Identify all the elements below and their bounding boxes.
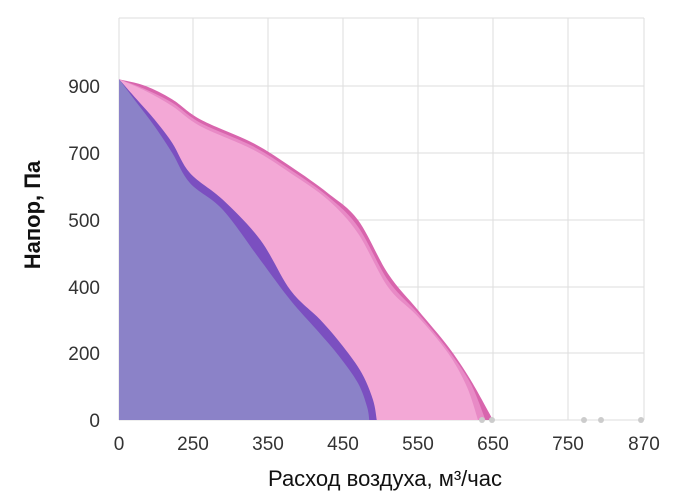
curve-areas bbox=[119, 79, 493, 421]
y-tick-label: 900 bbox=[68, 77, 100, 98]
x-tick-label: 350 bbox=[252, 434, 284, 455]
y-tick-label: 500 bbox=[68, 211, 100, 232]
curve-area-5 bbox=[119, 79, 370, 421]
y-tick-label: 0 bbox=[89, 411, 100, 432]
axis-end-dot bbox=[489, 417, 495, 423]
y-tick-label: 200 bbox=[68, 344, 100, 365]
x-tick-label: 550 bbox=[402, 434, 434, 455]
y-tick-labels: 0 200 400 500 700 900 bbox=[68, 77, 100, 432]
y-axis-title: Напор, Па bbox=[20, 160, 45, 269]
x-tick-labels: 0 250 350 450 550 650 750 870 bbox=[114, 434, 660, 455]
x-tick-label: 650 bbox=[477, 434, 509, 455]
x-tick-label: 0 bbox=[114, 434, 125, 455]
x-tick-label: 870 bbox=[628, 434, 660, 455]
axis-end-dots bbox=[479, 417, 644, 423]
x-tick-label: 750 bbox=[552, 434, 584, 455]
y-tick-label: 400 bbox=[68, 278, 100, 299]
axis-end-dot bbox=[581, 417, 587, 423]
x-tick-label: 450 bbox=[327, 434, 359, 455]
y-tick-label: 700 bbox=[68, 144, 100, 165]
axis-end-dot bbox=[598, 417, 604, 423]
axis-end-dot bbox=[638, 417, 644, 423]
axis-end-dot bbox=[479, 417, 485, 423]
x-axis-title: Расход воздуха, м³/час bbox=[268, 466, 502, 491]
x-tick-label: 250 bbox=[177, 434, 209, 455]
